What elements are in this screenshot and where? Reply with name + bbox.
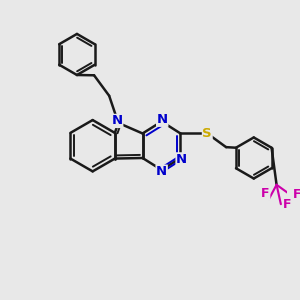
Text: N: N	[112, 114, 123, 128]
Text: N: N	[156, 165, 167, 178]
Text: N: N	[157, 113, 168, 126]
Text: F: F	[283, 198, 291, 211]
Text: F: F	[261, 187, 270, 200]
Text: S: S	[202, 127, 212, 140]
Text: F: F	[293, 188, 300, 201]
Text: N: N	[176, 153, 187, 166]
